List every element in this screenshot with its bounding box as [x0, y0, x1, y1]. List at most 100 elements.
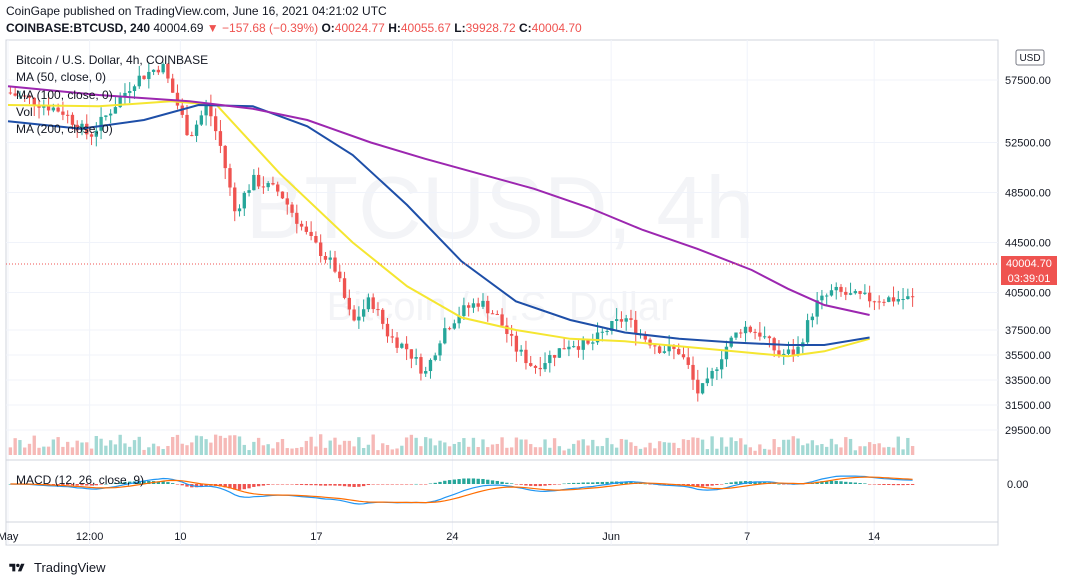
volume-bar: [810, 440, 815, 455]
macd-histogram-bar: [648, 484, 652, 485]
volume-bar: [476, 447, 480, 455]
volume-bar: [829, 438, 834, 455]
footer: TradingView: [6, 560, 106, 575]
candle-body: [805, 320, 810, 343]
macd-histogram-bar: [438, 481, 442, 484]
volume-bar: [89, 448, 94, 455]
volume-bar: [237, 436, 242, 455]
candle-body: [710, 370, 714, 379]
volume-bar: [23, 447, 27, 455]
volume-bar: [218, 435, 223, 455]
candle-body: [290, 204, 294, 213]
macd-histogram-bar: [276, 484, 280, 485]
volume-bar: [56, 437, 60, 455]
candle-body: [844, 291, 848, 295]
x-tick-label: Jun: [602, 531, 620, 543]
volume-bar: [361, 448, 366, 455]
macd-histogram-bar: [567, 483, 571, 484]
volume-bar: [762, 448, 767, 455]
ma-line: [7, 100, 870, 358]
macd-histogram-bar: [371, 484, 375, 485]
candle-body: [147, 71, 151, 79]
candle-body: [352, 309, 356, 321]
volume-bar: [228, 435, 232, 455]
volume-bar: [715, 448, 719, 455]
macd-histogram-bar: [228, 484, 232, 489]
candle-body: [591, 342, 595, 344]
macd-histogram-bar: [266, 484, 270, 485]
macd-histogram-bar: [233, 484, 237, 490]
macd-histogram-bar: [591, 482, 595, 484]
volume-bar: [414, 437, 418, 455]
volume-bar: [686, 439, 690, 455]
macd-histogram-bar: [543, 484, 547, 486]
volume-bar: [366, 444, 371, 455]
volume-bar: [213, 434, 218, 455]
macd-histogram-bar: [863, 483, 867, 484]
volume-bar: [524, 439, 528, 455]
volume-bar: [839, 447, 843, 455]
volume-bar: [276, 442, 280, 455]
macd-histogram-bar: [237, 484, 242, 490]
candle-body: [519, 349, 523, 352]
macd-histogram-bar: [361, 484, 366, 487]
candle-body: [743, 326, 748, 334]
macd-histogram-bar: [223, 484, 227, 488]
candle-body: [662, 351, 667, 353]
candle-body: [347, 297, 351, 310]
candle-body: [428, 359, 433, 372]
volume-bar: [672, 442, 676, 455]
volume-bar: [108, 440, 113, 455]
volume-bar: [681, 439, 686, 455]
volume-bar: [223, 437, 227, 455]
macd-histogram-bar: [624, 481, 628, 484]
volume-bar: [180, 443, 184, 455]
macd-histogram-bar: [610, 481, 614, 484]
macd-histogram-bar: [314, 484, 318, 486]
candle-body: [724, 346, 729, 360]
volume-bar: [576, 440, 581, 455]
volume-bar: [290, 448, 294, 455]
candle-body: [299, 223, 304, 227]
candle-body: [820, 295, 824, 301]
candle-body: [486, 300, 490, 314]
volume-bar: [891, 447, 896, 455]
candle-body: [719, 359, 724, 370]
candle-body: [906, 296, 910, 300]
volume-bar: [395, 448, 399, 455]
macd-histogram-bar: [629, 481, 633, 484]
volume-bar: [424, 437, 428, 455]
volume-bar: [863, 446, 867, 455]
last-price-label: 40004.70: [1006, 258, 1052, 270]
macd-histogram-bar: [261, 484, 266, 486]
price-change: −157.68 (−0.39%): [222, 21, 319, 35]
volume-bar: [872, 444, 877, 455]
volume-bar: [796, 438, 800, 455]
macd-histogram-bar: [8, 484, 13, 485]
legend-vol: Vol: [16, 105, 33, 119]
macd-histogram-bar: [166, 482, 170, 484]
candle-body: [409, 349, 414, 359]
y-tick-label: 57500.00: [1005, 75, 1051, 87]
macd-histogram-bar: [462, 478, 466, 484]
currency-badge[interactable]: [1015, 49, 1045, 66]
volume-bar: [113, 444, 118, 455]
volume-bar: [123, 443, 127, 455]
macd-histogram-bar: [848, 482, 853, 484]
macd-histogram-bar: [424, 484, 428, 485]
candle-body: [509, 333, 514, 336]
candle-body: [228, 168, 232, 188]
x-tick-label: May: [0, 531, 19, 543]
macd-histogram-bar: [180, 484, 184, 486]
symbol-label: COINBASE:BTCUSD, 240: [6, 21, 151, 35]
macd-histogram-bar: [309, 484, 313, 486]
volume-bar: [233, 435, 237, 455]
macd-histogram-bar: [70, 484, 75, 486]
candle-body: [619, 319, 624, 322]
macd-histogram-bar: [366, 484, 371, 486]
candle-body: [452, 323, 457, 329]
x-tick-label: 24: [446, 531, 458, 543]
candle-body: [99, 116, 103, 131]
volume-bar: [443, 442, 447, 455]
